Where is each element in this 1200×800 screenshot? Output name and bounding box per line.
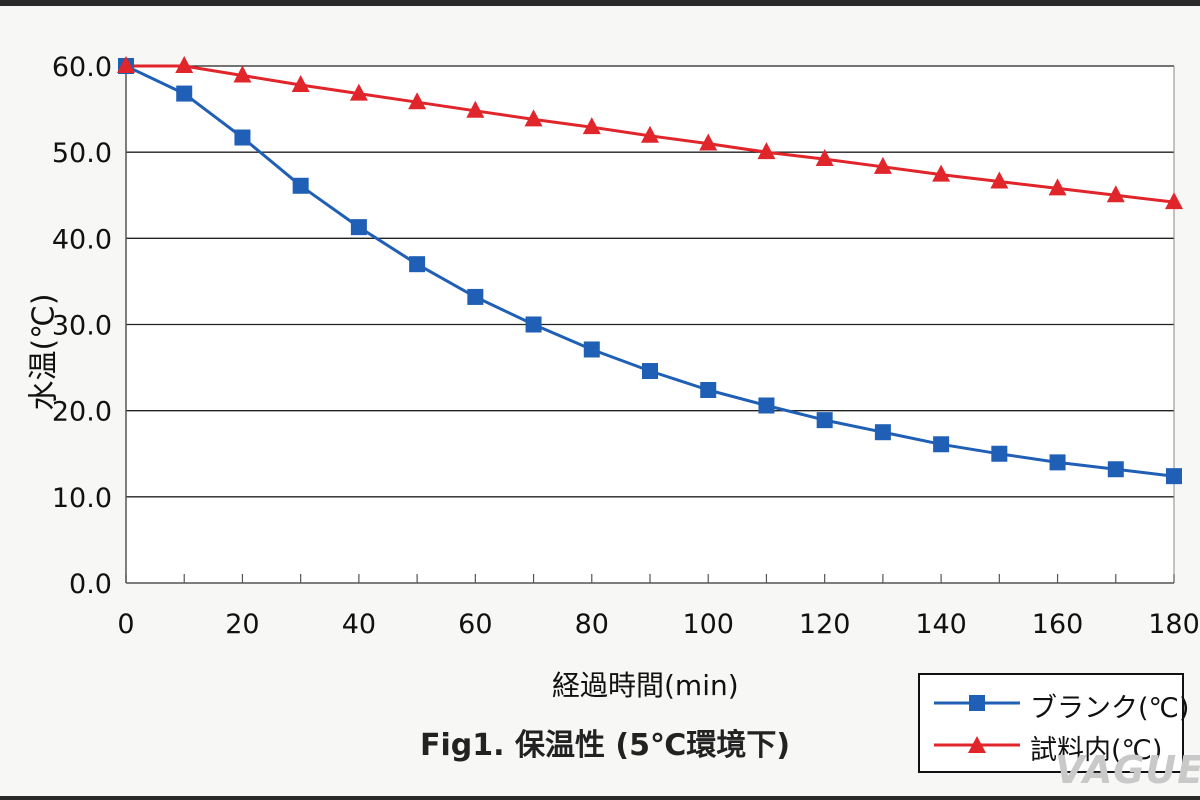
data-point-sample [582,117,601,135]
legend-item-blank: ブランク(℃) [930,685,1189,724]
chart-title: Fig1. 保温性 (5℃環境下) [420,728,791,763]
x-tick-label: 60 [458,609,492,640]
data-point-sample [641,125,659,143]
top-border [0,0,1200,6]
data-point-blank [350,219,367,236]
watermark-logo: VAGUE [1055,748,1200,792]
data-point-blank [642,363,658,380]
data-point-sample [1106,185,1125,203]
data-point-sample [932,164,951,182]
x-tick-label: 160 [1032,609,1084,640]
data-point-sample [117,56,135,73]
data-point-blank [583,341,600,358]
y-tick-label: 50.0 [52,138,112,169]
data-point-blank [991,445,1008,462]
y-tick-label: 0.0 [69,569,112,600]
x-tick-label: 80 [575,609,609,640]
x-tick-label: 120 [799,609,851,640]
data-point-blank [1107,461,1124,478]
x-tick-label: 0 [117,609,134,640]
x-tick-label: 20 [225,609,259,640]
data-point-blank [700,381,717,398]
data-point-sample [291,74,310,92]
data-point-blank [176,85,193,102]
x-tick-label: 40 [342,609,376,640]
y-tick-label: 10.0 [52,483,112,514]
x-tick-label: 180 [1148,609,1200,640]
legend-label-sample: 試料内(℃) [1030,735,1163,766]
data-point-blank [292,177,309,194]
data-point-sample [233,65,252,83]
legend-label-blank: ブランク(℃) [1030,693,1190,724]
bottom-border [0,796,1200,800]
data-point-sample [349,83,368,101]
data-point-sample [699,133,718,151]
data-point-blank [525,316,542,333]
data-point-sample [1048,178,1067,196]
data-point-sample [757,142,776,160]
data-point-sample [408,92,427,110]
x-axis-label: 経過時間(min) [552,669,739,702]
data-point-sample [524,109,543,127]
data-point-blank [816,412,833,429]
data-point-blank [933,436,950,453]
legend-swatch-sample [934,736,1020,753]
data-point-sample [466,100,485,118]
data-point-blank [409,256,426,273]
x-tick-label: 100 [682,609,734,640]
data-point-blank [467,288,484,305]
legend-swatch-blank [934,695,1020,711]
data-point-sample [1165,192,1183,210]
data-point-blank [1166,468,1182,485]
y-tick-label: 30.0 [52,311,112,342]
legend-item-sample: 試料内(℃) [930,727,1180,766]
legend: ブランク(℃) 試料内(℃) [918,673,1189,773]
y-tick-label: 40.0 [52,224,112,255]
data-point-blank [234,129,251,146]
data-point-sample [815,149,834,167]
x-tick-label: 140 [915,609,967,640]
y-axis-label: 水温(℃) [26,293,62,411]
data-point-sample [175,56,194,73]
data-point-blank [758,397,775,414]
y-tick-label: 20.0 [52,397,112,428]
y-tick-label: 60.0 [52,52,112,83]
data-point-sample [990,171,1009,189]
data-point-sample [873,156,892,174]
data-point-blank [874,424,891,441]
data-point-blank [1049,454,1066,471]
